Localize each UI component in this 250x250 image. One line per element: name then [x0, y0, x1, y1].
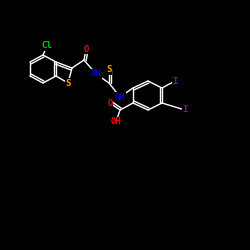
Text: I: I — [182, 106, 188, 114]
Text: Cl: Cl — [42, 42, 52, 50]
Text: S: S — [65, 78, 71, 88]
Text: S: S — [106, 66, 112, 74]
Text: OH: OH — [110, 118, 122, 126]
Text: O: O — [83, 44, 89, 54]
Text: O: O — [107, 98, 113, 108]
Text: I: I — [172, 76, 178, 86]
Text: NH: NH — [90, 70, 102, 78]
Text: NH: NH — [114, 92, 126, 102]
